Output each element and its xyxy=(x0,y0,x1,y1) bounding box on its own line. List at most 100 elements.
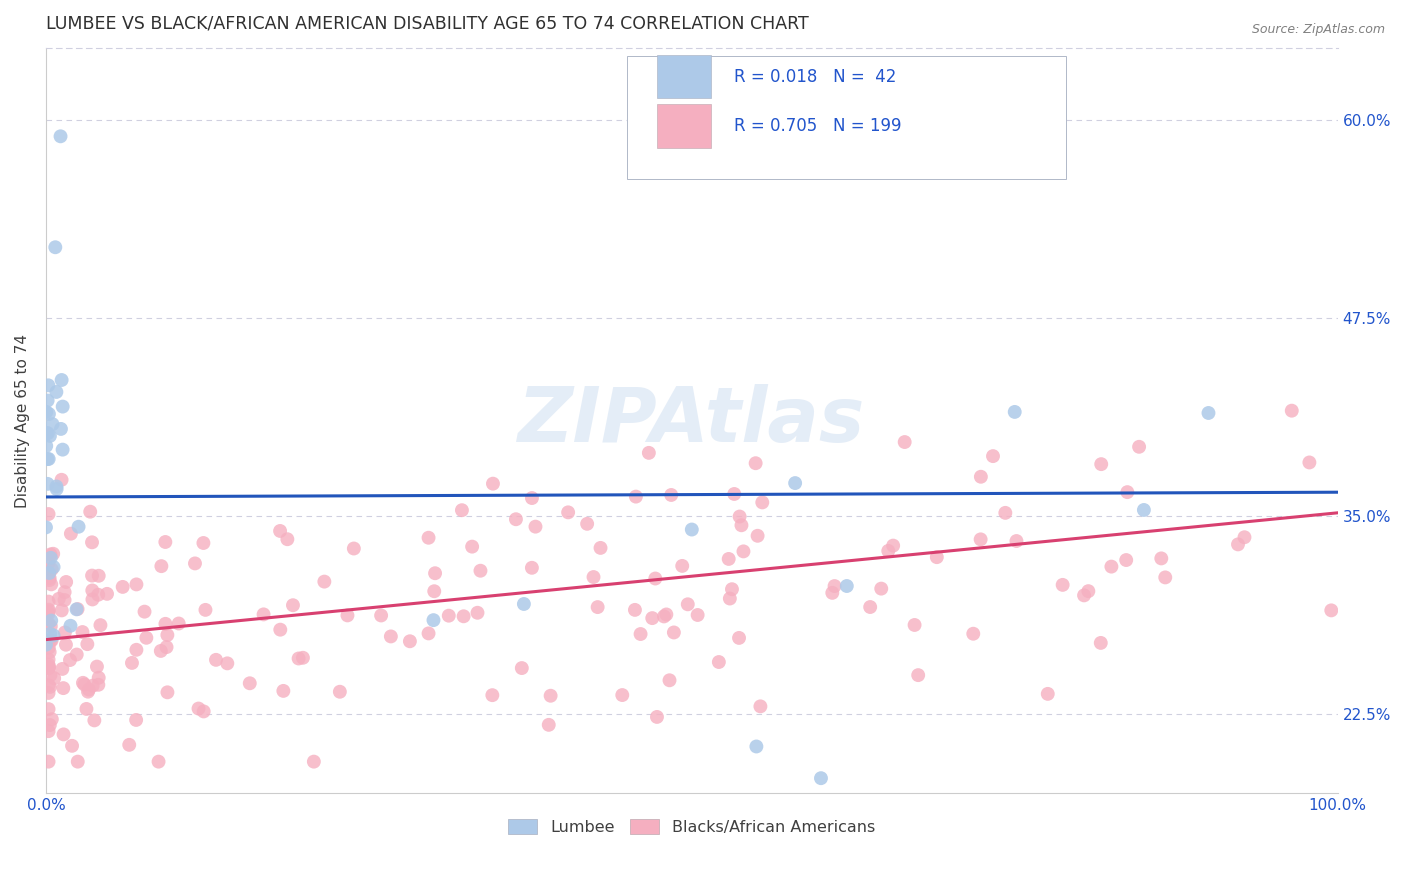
Point xyxy=(718,591,741,606)
Point xyxy=(437,608,460,623)
Point xyxy=(38,702,60,716)
Point xyxy=(83,714,105,728)
Point xyxy=(72,676,94,690)
Point xyxy=(287,651,309,665)
Point xyxy=(37,476,59,491)
Point xyxy=(82,583,104,598)
Point xyxy=(723,487,745,501)
Point xyxy=(39,626,62,640)
Point xyxy=(1052,578,1074,592)
Point xyxy=(38,657,60,672)
Point xyxy=(217,657,239,671)
Point xyxy=(38,407,60,421)
Point xyxy=(55,574,77,589)
Point xyxy=(540,689,562,703)
Point xyxy=(38,660,60,674)
Point xyxy=(637,446,659,460)
Point xyxy=(184,557,207,571)
Point xyxy=(859,600,882,615)
Point xyxy=(121,656,143,670)
Point xyxy=(44,240,66,254)
Point xyxy=(35,405,58,419)
Point xyxy=(658,673,681,688)
Point xyxy=(1227,537,1250,551)
Point xyxy=(187,701,209,715)
Point xyxy=(59,619,82,633)
Point xyxy=(51,662,73,676)
Point xyxy=(1128,440,1150,454)
Point xyxy=(645,710,668,724)
Point xyxy=(1281,403,1303,417)
Point xyxy=(51,603,73,617)
Point xyxy=(329,685,352,699)
Point xyxy=(135,631,157,645)
Point xyxy=(55,638,77,652)
Point xyxy=(149,644,172,658)
Point xyxy=(60,739,83,753)
Point xyxy=(1198,406,1220,420)
Point xyxy=(461,540,484,554)
FancyBboxPatch shape xyxy=(627,56,1066,178)
Point xyxy=(148,755,170,769)
Point xyxy=(624,490,647,504)
Point xyxy=(193,705,215,719)
Point xyxy=(44,671,66,685)
Point xyxy=(48,591,70,606)
Point xyxy=(1004,405,1026,419)
Point xyxy=(612,688,634,702)
Point xyxy=(1090,457,1112,471)
Text: LUMBEE VS BLACK/AFRICAN AMERICAN DISABILITY AGE 65 TO 74 CORRELATION CHART: LUMBEE VS BLACK/AFRICAN AMERICAN DISABIL… xyxy=(46,15,808,33)
Point xyxy=(239,676,262,690)
Point xyxy=(38,603,60,617)
Point xyxy=(707,655,730,669)
FancyBboxPatch shape xyxy=(657,55,711,98)
Point xyxy=(681,523,703,537)
Point xyxy=(193,536,215,550)
Y-axis label: Disability Age 65 to 74: Disability Age 65 to 74 xyxy=(15,334,30,508)
Point xyxy=(38,661,60,675)
Point xyxy=(451,503,474,517)
Point xyxy=(77,684,100,698)
Point xyxy=(302,755,325,769)
Point xyxy=(520,561,543,575)
Point xyxy=(655,607,678,622)
Point xyxy=(39,548,62,562)
Point xyxy=(557,505,579,519)
Point xyxy=(281,598,304,612)
Point xyxy=(644,572,666,586)
FancyBboxPatch shape xyxy=(657,104,711,147)
Point xyxy=(482,476,505,491)
Point xyxy=(513,597,536,611)
Point xyxy=(336,608,359,623)
Point xyxy=(37,452,59,467)
Point xyxy=(51,473,73,487)
Point xyxy=(276,533,298,547)
Point xyxy=(35,520,58,534)
Point xyxy=(38,556,60,570)
Point xyxy=(733,544,755,558)
Point xyxy=(903,618,925,632)
Point xyxy=(52,400,75,414)
Point xyxy=(38,616,60,631)
Point xyxy=(537,718,560,732)
Point xyxy=(41,417,63,431)
Point xyxy=(624,603,647,617)
Point xyxy=(38,678,60,692)
Point xyxy=(747,529,769,543)
Text: Source: ZipAtlas.com: Source: ZipAtlas.com xyxy=(1251,23,1385,37)
Point xyxy=(41,633,63,648)
Point xyxy=(87,588,110,602)
Point xyxy=(659,488,682,502)
Point xyxy=(205,653,228,667)
Point xyxy=(38,571,60,585)
Point xyxy=(824,579,846,593)
Point xyxy=(422,613,444,627)
Point xyxy=(38,640,60,655)
Point xyxy=(37,393,59,408)
Point xyxy=(269,524,291,538)
Point xyxy=(582,570,605,584)
Point xyxy=(125,577,148,591)
Point xyxy=(453,609,475,624)
Point xyxy=(877,544,900,558)
Point xyxy=(370,608,392,623)
